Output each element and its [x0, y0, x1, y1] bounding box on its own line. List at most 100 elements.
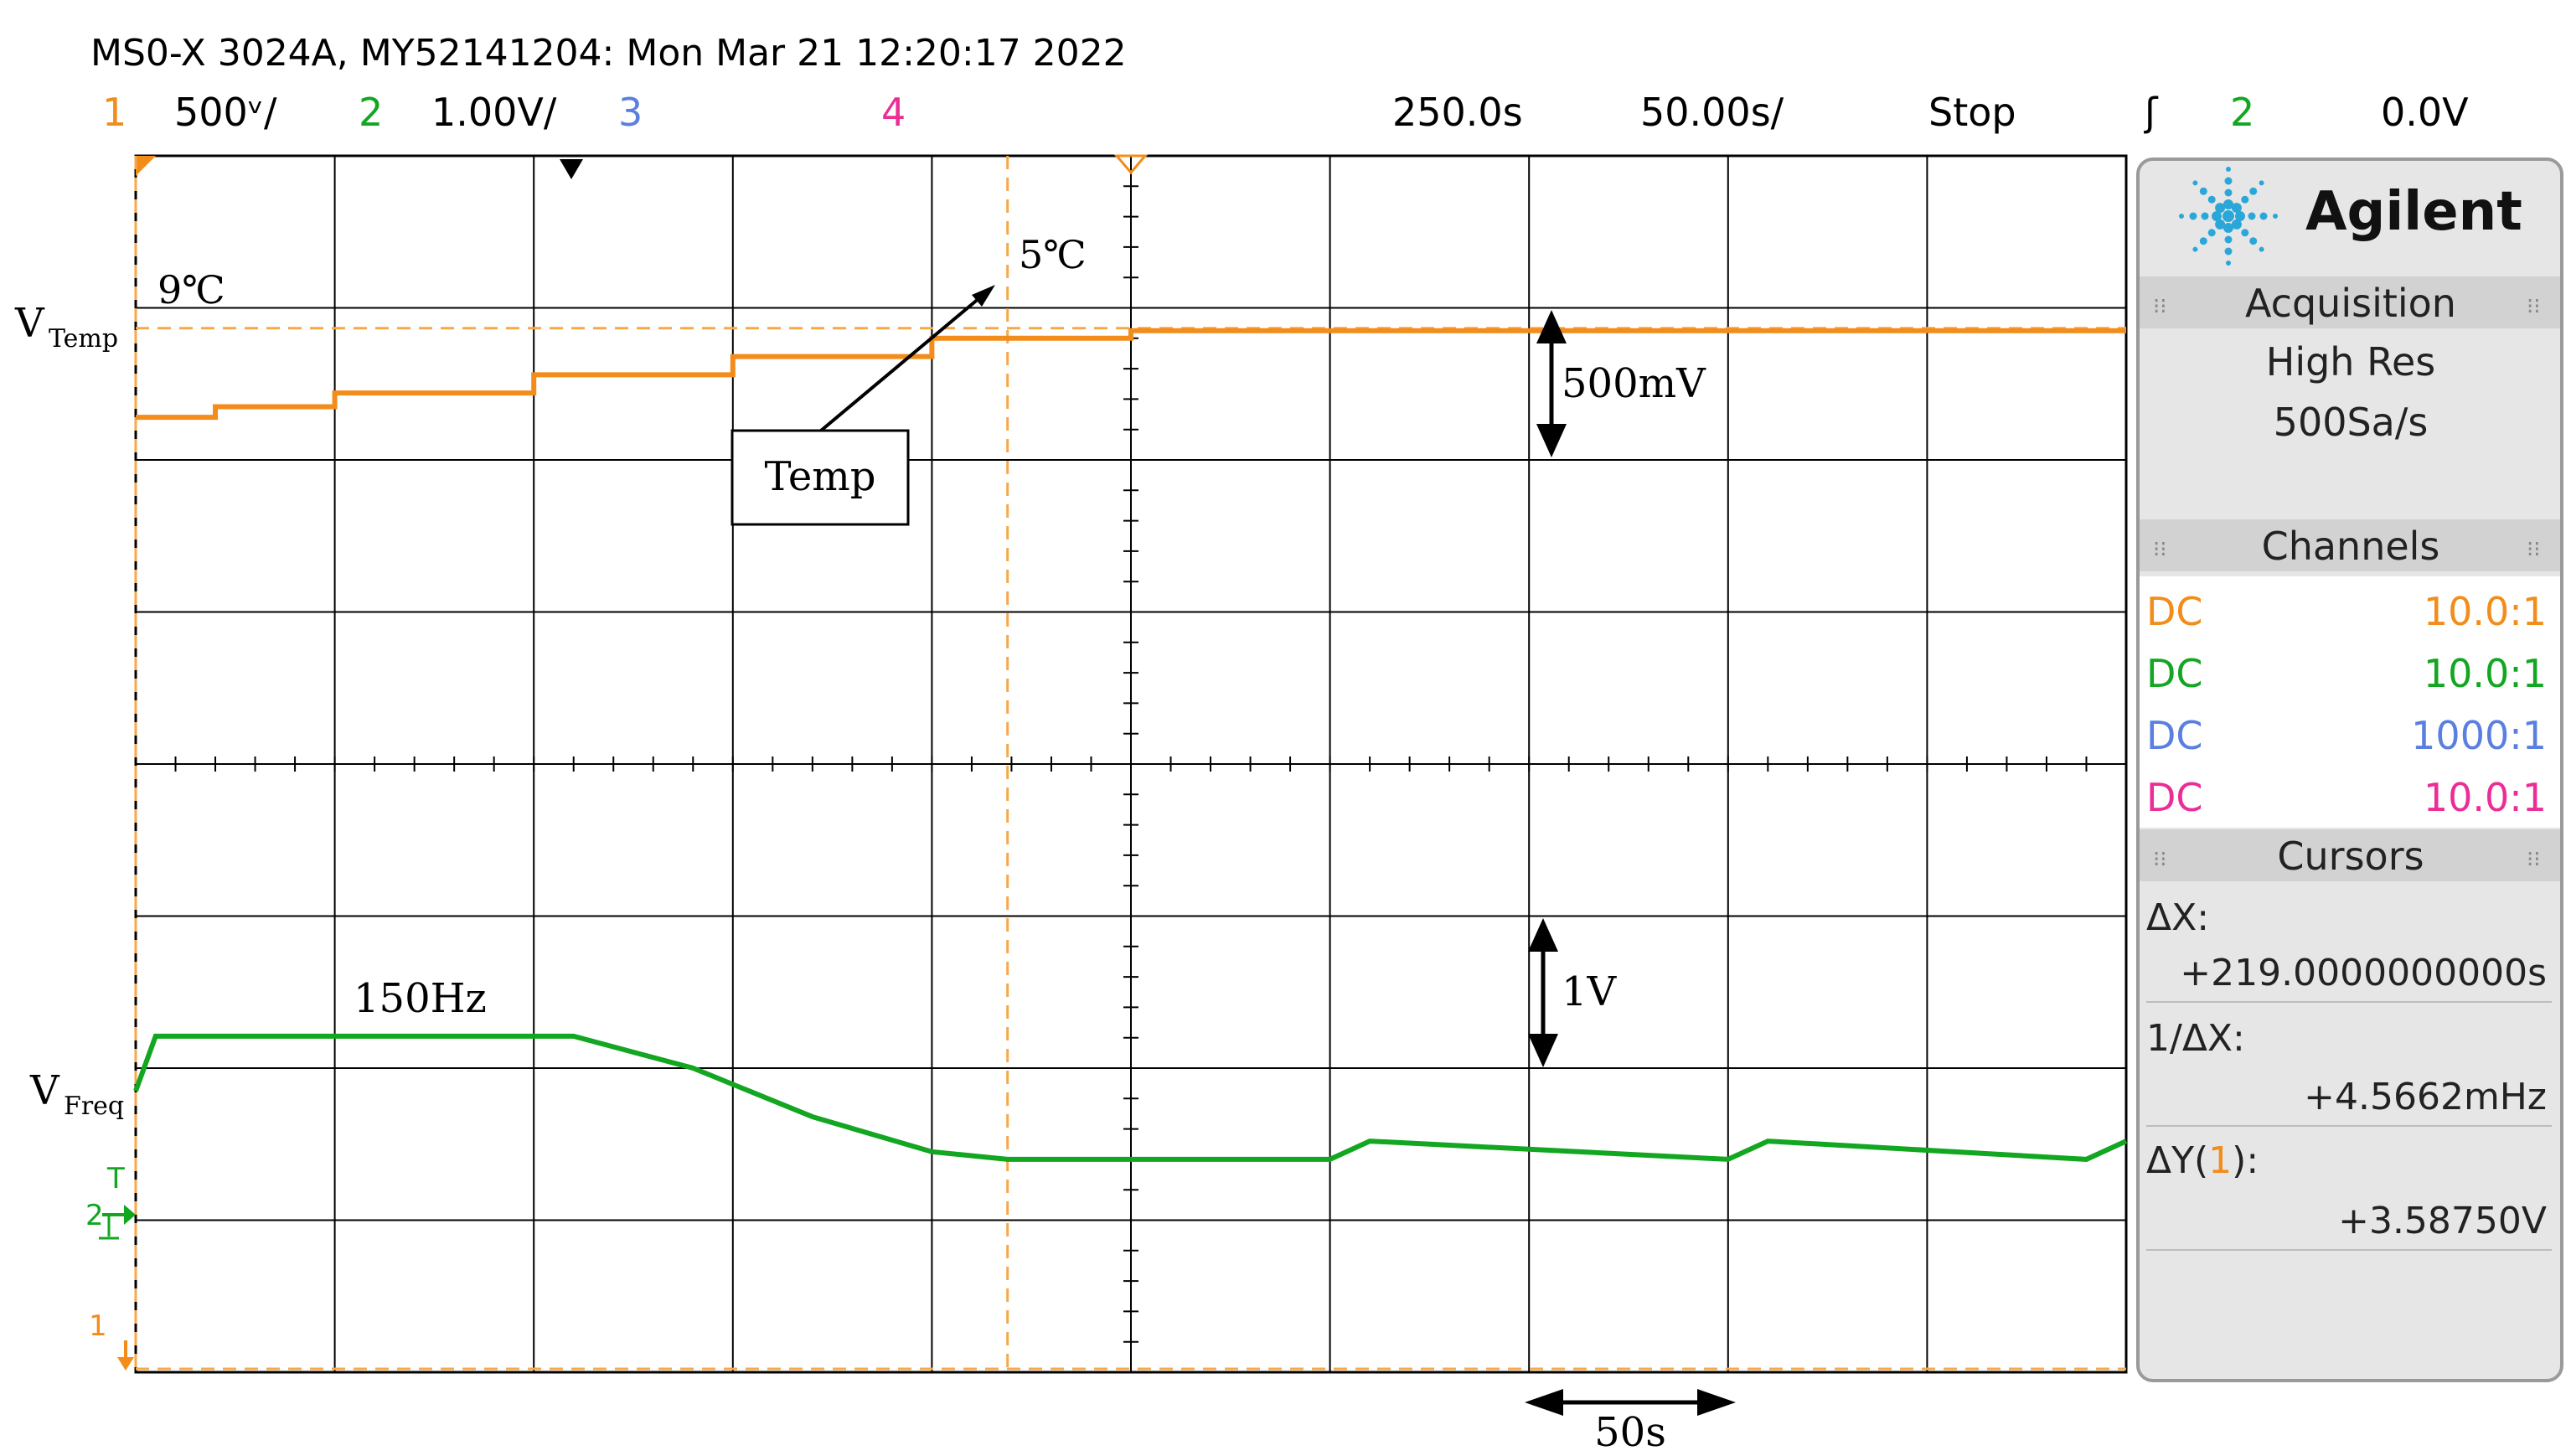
trigger-time-marker	[560, 159, 583, 179]
screen-title: MS0-X 3024A, MY52141204: Mon Mar 21 12:2…	[90, 32, 1127, 75]
spark-dot	[2259, 180, 2264, 186]
ch3-number[interactable]: 3	[618, 90, 643, 135]
spark-dot	[2226, 167, 2231, 172]
temp-trace	[136, 328, 2126, 421]
spark-dot	[2215, 203, 2226, 214]
cursors-grip-right-icon: ⁝⁝	[2527, 847, 2541, 872]
ch1-probe[interactable]: 10.0:1	[2424, 589, 2547, 634]
ch1-ground-marker[interactable]: 1	[89, 1309, 134, 1371]
channels-header[interactable]	[2140, 519, 2560, 571]
vfreq-main: V	[29, 1067, 60, 1114]
spark-dot	[2273, 214, 2278, 219]
trigger-edge-icon: ʃ	[2144, 90, 2159, 135]
spark-dot	[2249, 237, 2258, 245]
time-scale-arrow-left	[1525, 1389, 1563, 1416]
trigger-channel[interactable]: 2	[2230, 90, 2254, 135]
spark-dot	[2207, 195, 2216, 204]
agilent-spark-icon	[2179, 167, 2278, 266]
trigger-position-marker	[136, 156, 156, 176]
cursors-header[interactable]	[2140, 829, 2560, 881]
ch1-coupling[interactable]: DC	[2146, 589, 2203, 634]
brand-block: Agilent	[2179, 167, 2522, 266]
ch4-probe[interactable]: 10.0:1	[2424, 775, 2547, 820]
acquisition-rate: 500Sa/s	[2274, 400, 2429, 445]
ch2-scale[interactable]: 1.00V/	[431, 90, 557, 135]
scale-500mv-arrow-down	[1536, 424, 1567, 457]
spark-dot	[2189, 212, 2197, 220]
spark-dot	[2226, 261, 2231, 266]
spark-dot	[2207, 229, 2216, 237]
acquisition-mode: High Res	[2266, 339, 2436, 385]
cursors-grip-left-icon: ⁝⁝	[2153, 847, 2167, 872]
ch4-number[interactable]: 4	[881, 90, 906, 135]
spark-dot	[2192, 246, 2198, 252]
channels-title: Channels	[2262, 524, 2440, 569]
scale-1v-arrow-up	[1528, 918, 1558, 952]
ch1-number[interactable]: 1	[102, 90, 126, 135]
channels-grip-right-icon: ⁝⁝	[2527, 537, 2541, 562]
spark-dot	[2223, 199, 2233, 209]
scale-1v-label: 1V	[1562, 968, 1618, 1015]
spark-dot	[2224, 188, 2233, 197]
acquisition-grip-right-icon: ⁝⁝	[2527, 294, 2541, 319]
delta-y-label-post: ):	[2232, 1139, 2259, 1182]
timebase[interactable]: 50.00s/	[1640, 90, 1784, 135]
brand-name: Agilent	[2305, 181, 2522, 243]
scale-1v-arrow-down	[1528, 1034, 1558, 1067]
delta-y-value: +3.58750V	[2338, 1200, 2547, 1242]
scale-500mv-arrow-up	[1536, 310, 1567, 343]
spark-dot	[2224, 235, 2233, 244]
vtemp-sub: Temp	[49, 324, 118, 354]
ch2-coupling[interactable]: DC	[2146, 651, 2203, 696]
channels-list-bg	[2140, 576, 2560, 828]
trigger-level-label: T	[106, 1162, 125, 1195]
ch3-coupling[interactable]: DC	[2146, 713, 2203, 758]
scale-500mv-indicator: 500mV	[1536, 310, 1706, 457]
inverse-delta-x-value: +4.5662mHz	[2304, 1076, 2547, 1118]
freq-label: 150Hz	[354, 975, 487, 1022]
scale-1v-indicator: 1V	[1528, 918, 1618, 1067]
scale-500mv-label: 500mV	[1562, 360, 1706, 407]
vtemp-label: V Temp	[14, 300, 118, 354]
ch3-probe[interactable]: 1000:1	[2411, 713, 2547, 758]
spark-dot	[2179, 214, 2184, 219]
run-state[interactable]: Stop	[1928, 90, 2016, 135]
ch2-probe[interactable]: 10.0:1	[2424, 651, 2547, 696]
ch2-ground-arrow	[124, 1205, 136, 1225]
spark-dot	[2231, 219, 2242, 230]
spark-dot	[2224, 247, 2233, 256]
temp-start-label: 9℃	[157, 267, 225, 312]
vfreq-sub: Freq	[64, 1092, 124, 1121]
spark-dot	[2212, 211, 2222, 221]
side-panel: Agilent ⁝⁝ ⁝⁝ Acquisition High Res 500Sa…	[2136, 157, 2563, 1382]
ch2-ground-marker[interactable]: 2 T	[85, 1162, 136, 1240]
vtemp-main: V	[14, 300, 45, 347]
delta-x-label: ΔX:	[2146, 896, 2209, 939]
horizontal-delay[interactable]: 250.0s	[1392, 90, 1523, 135]
ch1-scale[interactable]: 500ᵛ/	[174, 90, 277, 135]
spark-dot	[2248, 212, 2256, 220]
acquisition-title: Acquisition	[2245, 281, 2456, 326]
ch2-number[interactable]: 2	[359, 90, 383, 135]
spark-dot	[2201, 212, 2209, 220]
spark-dot	[2235, 211, 2245, 221]
ch2-ground-label: 2	[85, 1199, 104, 1232]
temp-callout-box	[731, 429, 910, 526]
trigger-level[interactable]: 0.0V	[2381, 90, 2469, 135]
temp-callout-text: Temp	[765, 453, 876, 500]
freq-trace	[133, 1033, 2128, 1162]
delta-y-label-pre: ΔY(	[2146, 1139, 2208, 1182]
spark-dot	[2223, 210, 2234, 222]
acquisition-header[interactable]	[2140, 276, 2560, 328]
spark-dot	[2231, 203, 2242, 214]
temp-pointer-arrowhead	[972, 285, 995, 307]
cursors-title: Cursors	[2277, 834, 2424, 879]
ch1-ground-label: 1	[89, 1309, 107, 1343]
ch4-coupling[interactable]: DC	[2146, 775, 2203, 820]
time-scale-label: 50s	[1594, 1409, 1666, 1456]
spark-dot	[2192, 180, 2198, 186]
spark-dot	[2224, 177, 2233, 185]
temp-pointer-arrow	[819, 292, 987, 432]
time-scale-arrow-right	[1697, 1389, 1736, 1416]
spark-dot	[2199, 187, 2207, 195]
